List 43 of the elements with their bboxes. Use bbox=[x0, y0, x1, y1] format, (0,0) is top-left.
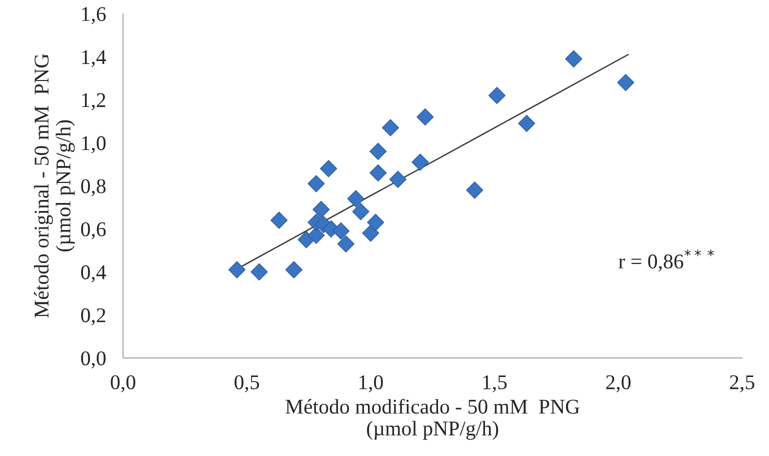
point bbox=[347, 190, 364, 208]
point bbox=[308, 226, 325, 244]
point bbox=[370, 142, 387, 160]
y-tick-label: 1,0 bbox=[82, 136, 106, 154]
x-tick-label: 1,0 bbox=[359, 375, 383, 392]
point bbox=[312, 200, 330, 218]
x-tick-label: 2,0 bbox=[606, 375, 631, 392]
point bbox=[367, 214, 384, 231]
annotation: r = 0,86$^{***}$ bbox=[618, 249, 714, 272]
point bbox=[565, 50, 582, 68]
point bbox=[518, 114, 536, 132]
y-tick-label: 1,6 bbox=[82, 7, 106, 24]
point bbox=[352, 203, 370, 220]
x-tick-label: 2,5 bbox=[730, 375, 754, 392]
y-tick-label: 0,8 bbox=[81, 179, 106, 196]
point bbox=[488, 86, 506, 104]
point bbox=[332, 222, 350, 240]
x-axis-title: Método modificado - 50 mM PNG (µmol pNP/g/h) bbox=[286, 398, 580, 440]
point bbox=[308, 175, 325, 192]
point bbox=[466, 182, 484, 199]
y-tick-label: 0,2 bbox=[81, 308, 106, 326]
x-tick-label: 1,5 bbox=[483, 375, 507, 392]
point bbox=[320, 160, 338, 178]
point bbox=[250, 263, 268, 280]
x-tick-label: 0,5 bbox=[234, 375, 260, 392]
point bbox=[382, 119, 400, 136]
point bbox=[228, 261, 246, 278]
y-tick-label: 0,4 bbox=[81, 265, 106, 282]
y-axis-title: Método original - 50 mM PNG (µmol pNP/g/h) bbox=[34, 54, 75, 318]
point bbox=[362, 224, 380, 242]
point bbox=[270, 212, 288, 229]
x-tick-label: 0,0 bbox=[110, 375, 136, 392]
point bbox=[285, 261, 302, 278]
point bbox=[416, 108, 434, 126]
y-tick-label: 0,6 bbox=[81, 222, 106, 240]
y-tick-label: 0,0 bbox=[81, 351, 106, 368]
point bbox=[370, 164, 387, 182]
y-tick-label: 1,4 bbox=[82, 50, 106, 68]
point bbox=[389, 170, 406, 188]
point bbox=[412, 154, 429, 171]
point bbox=[337, 235, 354, 252]
y-tick-label: 1,2 bbox=[82, 93, 106, 110]
point bbox=[617, 74, 634, 92]
